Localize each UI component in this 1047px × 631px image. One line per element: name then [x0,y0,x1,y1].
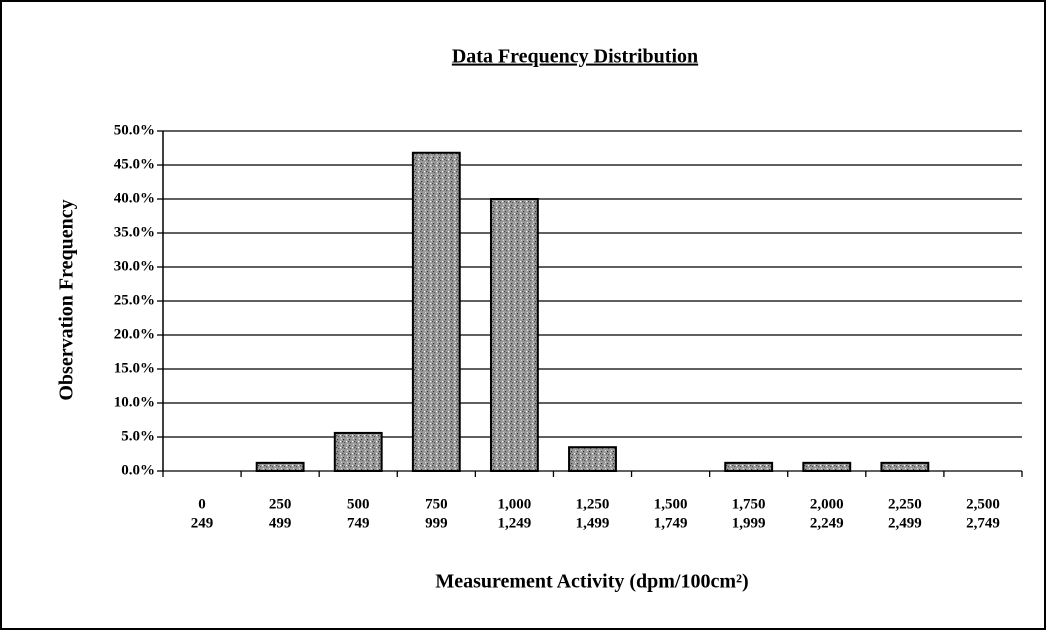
x-tick-label: 2,250 [888,496,922,512]
x-tick-label: 999 [425,515,448,531]
bar [724,461,774,472]
x-tick-label: 1,000 [498,496,532,512]
bar [333,431,383,473]
y-tick-label: 5.0% [121,428,155,444]
x-tick-label: 2,500 [966,496,1000,512]
x-tick-label: 2,499 [888,515,922,531]
x-tick-label: 1,500 [654,496,688,512]
y-tick-label: 25.0% [114,292,155,308]
x-tick-label: 1,750 [732,496,766,512]
y-tick-label: 15.0% [114,360,155,376]
x-tick-label: 1,999 [732,515,766,531]
y-tick-label: 0.0% [121,462,155,478]
bar [255,461,305,472]
y-tick-label: 35.0% [114,224,155,240]
x-tick-label: 2,249 [810,515,844,531]
x-tick-label: 749 [347,515,370,531]
x-tick-label: 500 [347,496,370,512]
y-tick-label: 50.0% [114,122,155,138]
y-axis-label: Observation Frequency [56,199,78,400]
x-tick-label: 250 [269,496,292,512]
x-tick-label: 1,250 [576,496,610,512]
bar [489,198,539,472]
bar [880,461,930,472]
x-axis-label: Measurement Activity (dpm/100cm²) [435,571,748,593]
x-tick-label: 499 [269,515,292,531]
bar [802,461,852,472]
bar [568,446,617,473]
x-tick-label: 1,499 [576,515,610,531]
y-tick-label: 10.0% [114,394,155,410]
x-tick-label: 1,749 [654,515,688,531]
x-tick-label: 0 [198,496,206,512]
x-tick-label: 750 [425,496,448,512]
y-tick-label: 30.0% [114,258,155,274]
bar [411,151,461,472]
chart-title: Data Frequency Distribution [452,46,698,68]
x-tick-label: 2,749 [966,515,1000,531]
x-tick-label: 1,249 [498,515,532,531]
y-tick-label: 20.0% [114,326,155,342]
x-tick-label: 2,000 [810,496,844,512]
x-tick-label: 249 [191,515,214,531]
y-tick-label: 45.0% [114,156,155,172]
y-tick-label: 40.0% [114,190,155,206]
